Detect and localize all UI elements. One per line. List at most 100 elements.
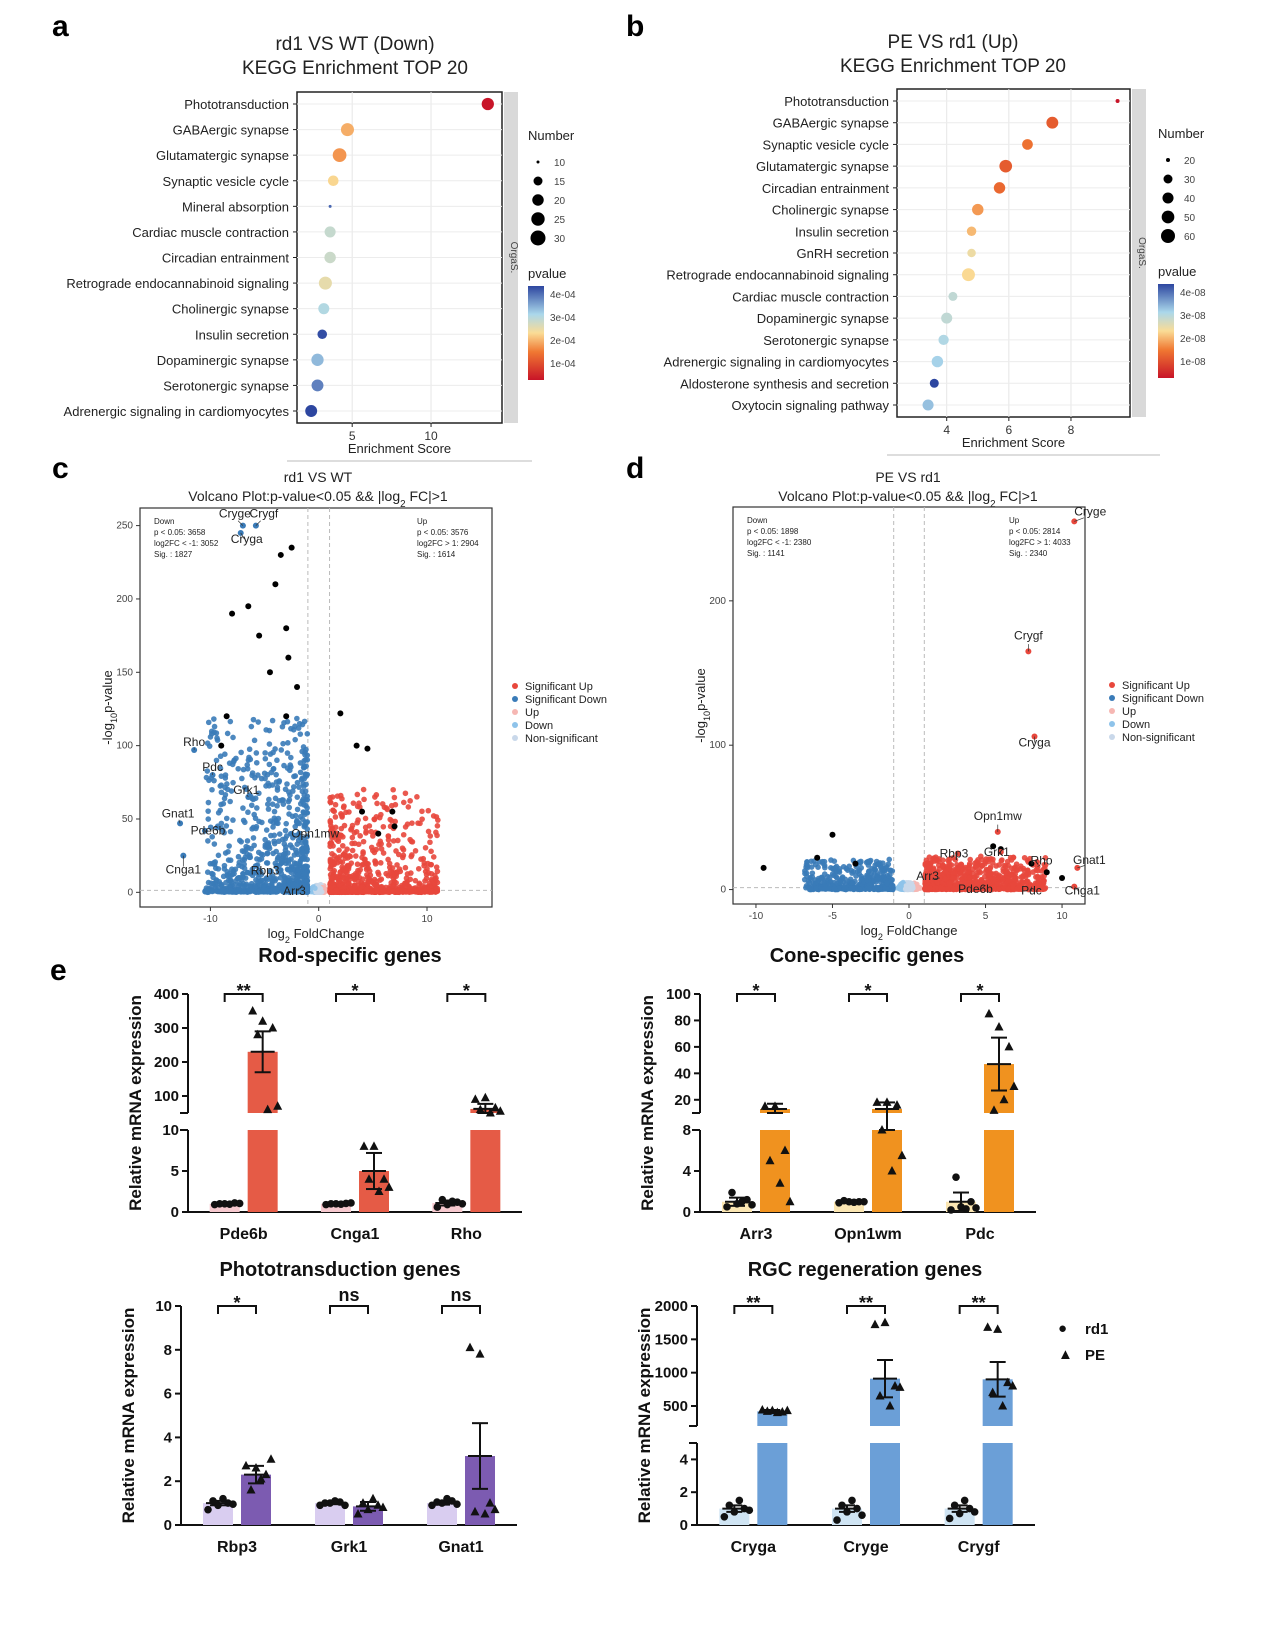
gene-point: [273, 771, 279, 778]
data-point-rd1: [337, 1200, 345, 1209]
gene-point: [221, 795, 228, 802]
bar-chart-title: Rod-specific genes: [258, 945, 441, 967]
panel-label-e: e: [50, 954, 67, 987]
term-label: Mineral absorption: [182, 199, 289, 214]
gene-point: [245, 869, 251, 876]
gene-point: [233, 889, 240, 895]
gene-point: [359, 854, 365, 861]
gene-point: [419, 816, 425, 822]
gene-point: [222, 772, 229, 778]
gene-point: [304, 878, 310, 884]
gene-point: [255, 772, 261, 778]
legend-dot: [1109, 682, 1115, 688]
gene-point: [292, 773, 299, 779]
x-axis-label: log2 FoldChange: [861, 923, 958, 942]
gene-point: [300, 850, 306, 856]
x-tick-label: 5: [983, 911, 989, 922]
plot-title: rd1 VS WT (Down): [275, 34, 434, 55]
term-label: Phototransduction: [784, 94, 889, 109]
gene-point: [931, 858, 938, 864]
gene-point: [304, 752, 311, 759]
down-stats-line: p < 0.05: 3658: [154, 528, 206, 537]
gene-point: [393, 848, 399, 854]
gene-point: [434, 868, 441, 875]
gene-point: [395, 888, 401, 895]
gene-point: [251, 842, 257, 849]
label-leader: [297, 884, 303, 892]
gene-point: [249, 826, 255, 832]
gene-point: [300, 809, 307, 815]
gene-point: [209, 834, 216, 840]
gene-point: [293, 876, 300, 883]
gene-point: [395, 837, 401, 844]
up-stats-line: p < 0.05: 2814: [1009, 527, 1061, 536]
gene-point: [304, 731, 311, 737]
gene-point: [218, 801, 224, 808]
gene-label: Pde6b: [191, 824, 226, 838]
gene-point: [335, 873, 341, 880]
gene-point: [377, 838, 384, 845]
gene-label: Gnat1: [162, 806, 195, 820]
gene-point: [280, 801, 287, 807]
size-legend-dot: [531, 212, 545, 226]
gene-point: [230, 734, 236, 741]
gene-point: [419, 808, 425, 815]
gene-point: [972, 860, 978, 866]
category-label: Pde6b: [220, 1226, 268, 1243]
gene-label: Arr3: [283, 884, 306, 898]
x-axis-label-main: log: [861, 923, 878, 938]
plot-subtitle-main: Volcano Plot:p-value<0.05 && |log: [188, 488, 400, 504]
points-layer: [760, 518, 1081, 893]
size-legend-dot: [1161, 229, 1175, 243]
legend-dot: [1109, 721, 1115, 727]
gene-point: [389, 808, 396, 815]
gene-point: [303, 781, 309, 788]
gene-point: [389, 865, 396, 871]
facet-strip: [504, 92, 518, 423]
gene-point: [359, 808, 366, 815]
gene-point: [287, 842, 294, 848]
color-bar: [528, 286, 544, 380]
gene-point: [209, 888, 216, 894]
gene-point: [327, 843, 333, 850]
gene-point: [281, 841, 288, 847]
gene-point: [355, 841, 362, 848]
gene-point: [251, 811, 258, 818]
gene-point: [431, 880, 438, 887]
label-leader: [299, 833, 309, 837]
gene-point: [217, 753, 224, 760]
gene-point: [236, 837, 243, 844]
term-label: Serotonergic synapse: [763, 333, 889, 348]
gene-point: [244, 883, 250, 890]
gene-point: [334, 836, 340, 843]
gene-point: [950, 875, 956, 881]
plot-title: PE VS rd1: [875, 469, 941, 485]
enrichment-dot: [332, 148, 347, 163]
gene-point: [223, 823, 230, 829]
gene-point: [433, 829, 439, 836]
gene-label: Crygf: [250, 507, 279, 521]
gene-point: [401, 881, 408, 887]
gene-point: [378, 811, 384, 818]
y-tick-label: 100: [154, 1088, 179, 1105]
gene-point: [330, 869, 336, 875]
gene-point: [356, 800, 362, 807]
gene-point: [248, 723, 255, 730]
x-tick-label: 5: [349, 429, 356, 443]
gene-point: [412, 877, 419, 884]
gene-point: [354, 819, 360, 826]
enrichment-dot: [948, 291, 958, 301]
down-stats-line: p < 0.05: 1898: [747, 527, 799, 536]
gene-point: [269, 717, 276, 724]
gene-point: [204, 768, 211, 774]
gene-label: Rbp3: [940, 846, 969, 860]
gene-point: [363, 887, 370, 894]
gene-point: [399, 845, 406, 851]
y-axis-label-main: -log: [693, 721, 708, 743]
gene-point: [328, 863, 334, 870]
label-leader: [237, 520, 244, 526]
gene-point: [264, 860, 271, 866]
gene-point: [223, 713, 230, 720]
x-tick-label: 8: [1068, 423, 1075, 437]
gene-point: [235, 853, 242, 860]
